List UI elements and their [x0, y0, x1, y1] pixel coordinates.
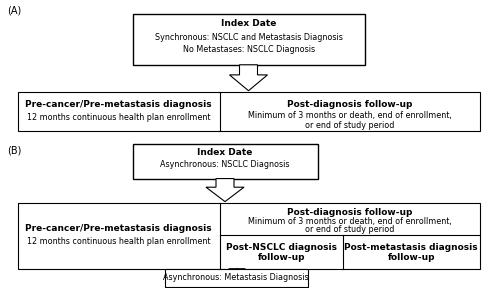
Text: Index Date: Index Date: [198, 148, 252, 157]
Text: Post-NSCLC diagnosis: Post-NSCLC diagnosis: [226, 243, 337, 252]
Text: (A): (A): [8, 6, 22, 16]
Text: or end of study period: or end of study period: [306, 225, 394, 234]
Text: Synchronous: NSCLC and Metastasis Diagnosis: Synchronous: NSCLC and Metastasis Diagno…: [155, 33, 342, 42]
Text: Post-metastasis diagnosis: Post-metastasis diagnosis: [344, 243, 478, 252]
Bar: [18, 203, 480, 269]
Polygon shape: [220, 269, 254, 280]
Polygon shape: [206, 179, 244, 202]
Text: Asynchronous: Metastasis Diagnosis: Asynchronous: Metastasis Diagnosis: [164, 273, 309, 282]
Bar: [18, 92, 480, 131]
Text: 12 months continuous health plan enrollment: 12 months continuous health plan enrollm…: [27, 113, 210, 122]
Text: Post-diagnosis follow-up: Post-diagnosis follow-up: [288, 208, 412, 217]
Bar: [132, 14, 365, 65]
Polygon shape: [230, 65, 268, 91]
Text: follow-up: follow-up: [258, 253, 305, 262]
Text: Post-diagnosis follow-up: Post-diagnosis follow-up: [288, 100, 412, 109]
Text: (B): (B): [8, 145, 22, 156]
Text: Pre-cancer/Pre-metastasis diagnosis: Pre-cancer/Pre-metastasis diagnosis: [26, 100, 212, 109]
Text: Minimum of 3 months or death, end of enrollment,: Minimum of 3 months or death, end of enr…: [248, 217, 452, 226]
Text: Minimum of 3 months or death, end of enrollment,: Minimum of 3 months or death, end of enr…: [248, 111, 452, 120]
Text: Pre-cancer/Pre-metastasis diagnosis: Pre-cancer/Pre-metastasis diagnosis: [26, 223, 212, 233]
Text: or end of study period: or end of study period: [306, 121, 394, 130]
Bar: [132, 144, 318, 179]
Text: Index Date: Index Date: [221, 19, 276, 28]
Text: 12 months continuous health plan enrollment: 12 months continuous health plan enrollm…: [27, 237, 210, 247]
Text: Asynchronous: NSCLC Diagnosis: Asynchronous: NSCLC Diagnosis: [160, 160, 290, 169]
Text: follow-up: follow-up: [388, 253, 435, 262]
Bar: [165, 269, 308, 287]
Text: No Metastases: NSCLC Diagnosis: No Metastases: NSCLC Diagnosis: [182, 45, 315, 54]
